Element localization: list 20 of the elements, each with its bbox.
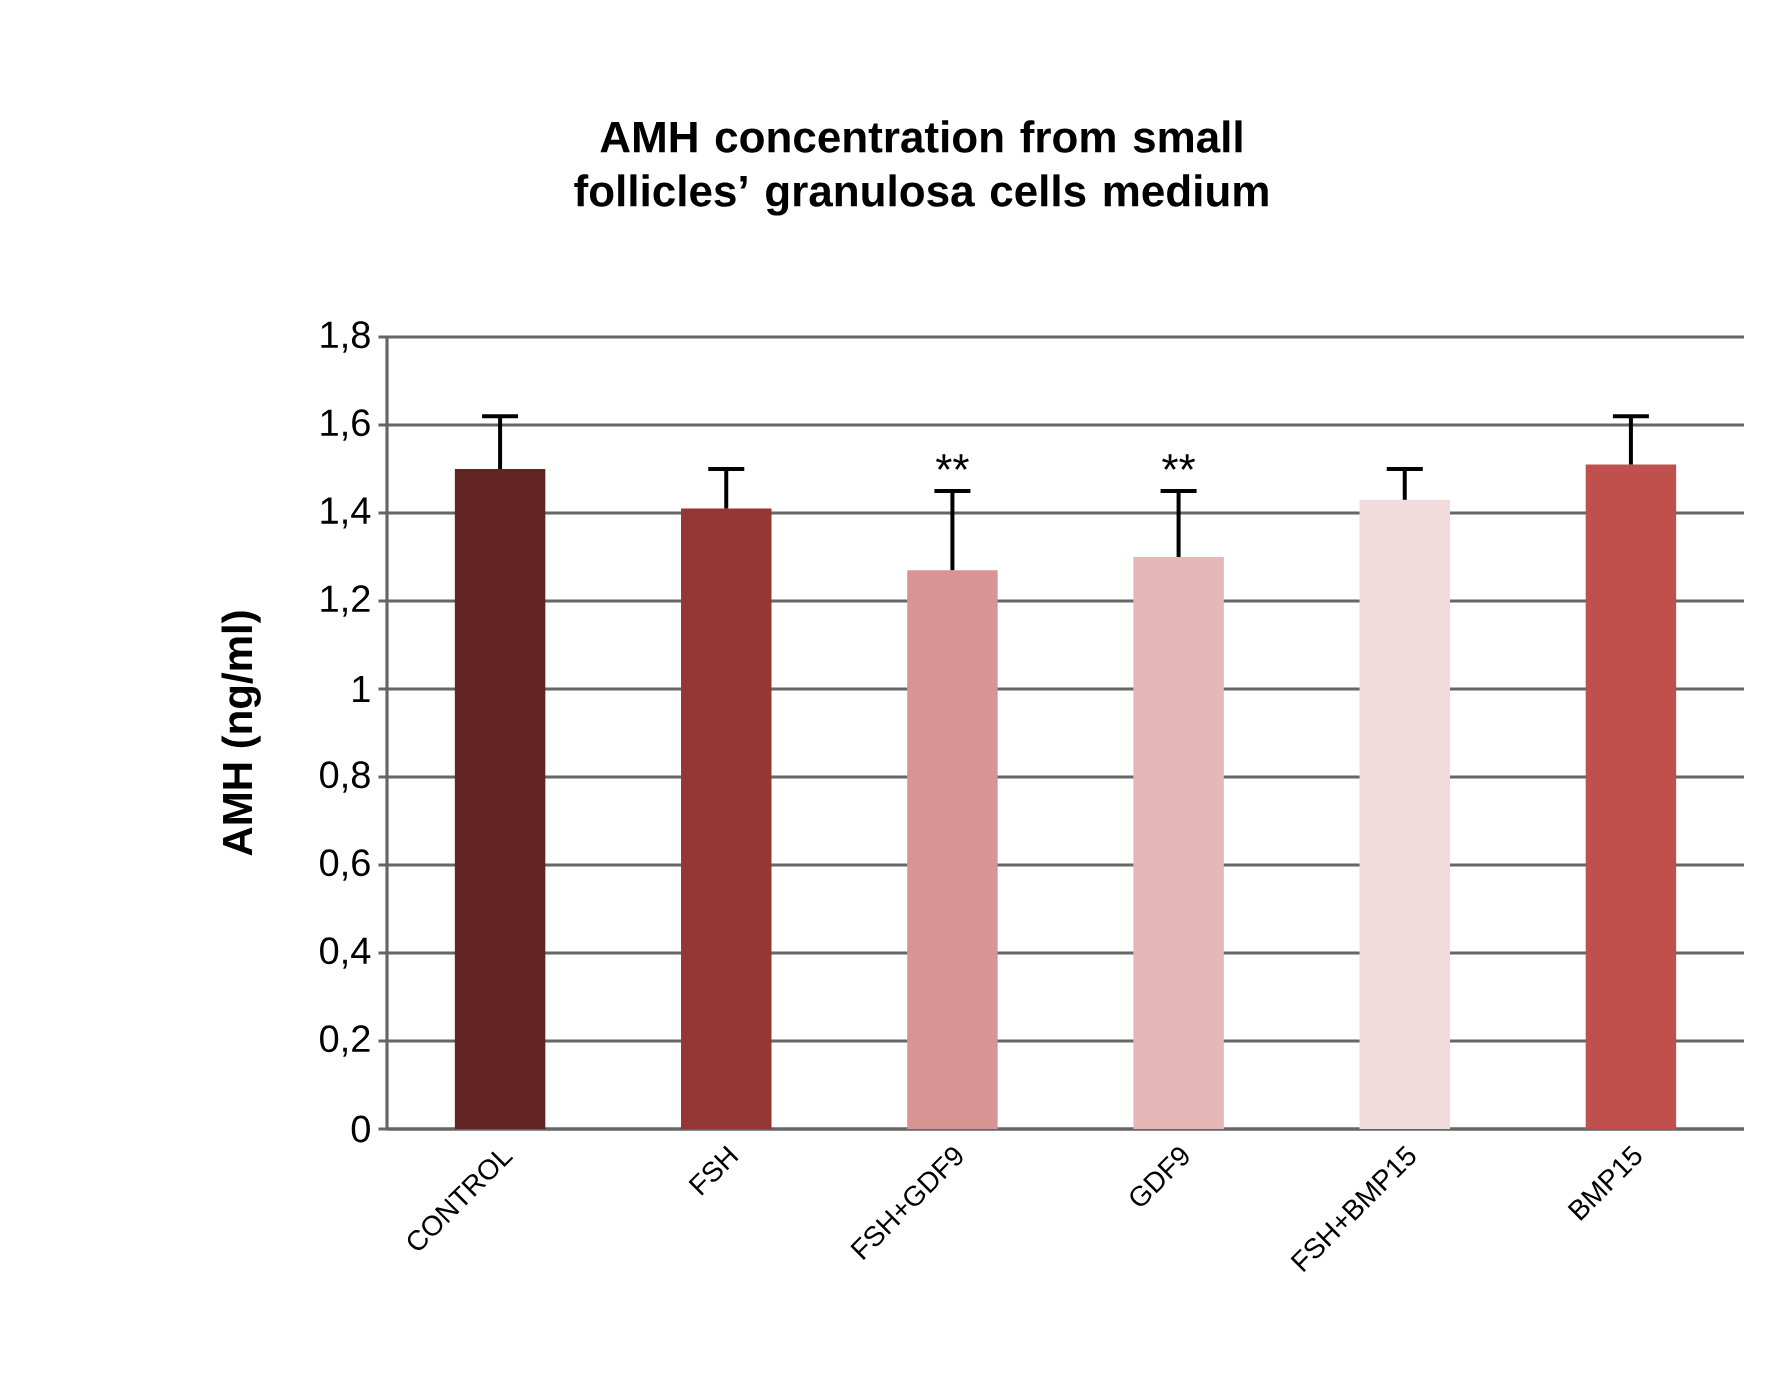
bar: [907, 570, 998, 1129]
y-tick-label: 1,4: [321, 497, 371, 529]
y-tick-label: 1,8: [321, 321, 370, 353]
y-tick-label: 1: [353, 675, 370, 703]
y-axis-title: AMH (ng/ml): [221, 611, 261, 856]
bar: [454, 468, 546, 1129]
y-tick-label: 0,2: [320, 1025, 370, 1057]
y-tick-label: 1,6: [321, 409, 370, 441]
y-tick-label: 0,6: [320, 849, 370, 881]
annotation: **: [936, 454, 969, 470]
y-tick-label: 0,4: [320, 937, 371, 969]
y-tick-label: 0: [351, 1115, 370, 1143]
y-tick-label: 0,8: [320, 761, 370, 793]
y-tick-label: 1,2: [321, 585, 370, 617]
bar: [1585, 464, 1677, 1129]
bar: [681, 508, 772, 1129]
bar: [1133, 556, 1224, 1129]
chart-title: AMH concentration from small follicles’ granulosa cells medium: [574, 120, 1268, 216]
annotation: **: [1162, 454, 1196, 470]
bar: [1359, 499, 1450, 1129]
